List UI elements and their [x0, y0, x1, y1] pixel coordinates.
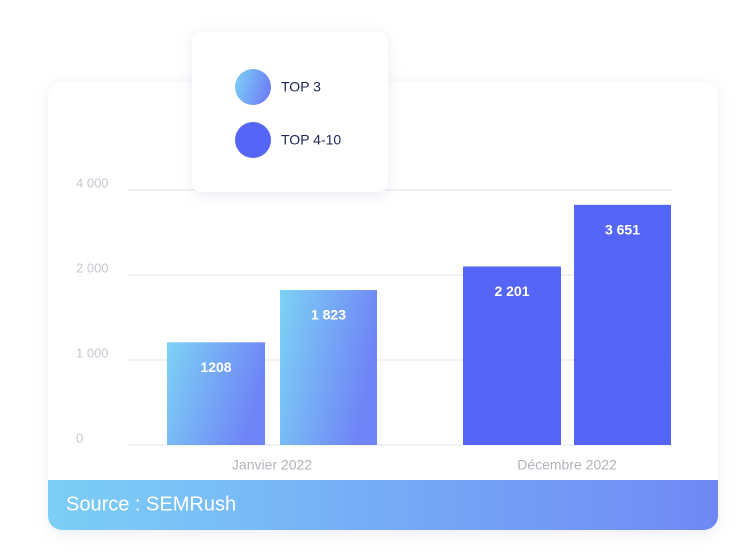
legend-swatch [235, 69, 271, 105]
bar [463, 266, 561, 445]
value-label: 1 823 [311, 307, 346, 323]
y-tick-label: 0 [76, 430, 83, 445]
source-bar [48, 480, 718, 530]
bar [280, 290, 377, 445]
value-label: 1208 [200, 359, 231, 375]
legend-label: TOP 4-10 [281, 132, 341, 148]
x-tick-label: Janvier 2022 [232, 457, 312, 473]
bar [167, 342, 265, 445]
bar [574, 204, 671, 445]
value-label: 2 201 [494, 283, 529, 299]
legend-label: TOP 3 [281, 79, 321, 95]
y-tick-label: 4 000 [76, 175, 109, 190]
source: Source : SEMRush [66, 493, 236, 515]
y-tick-label: 1 000 [76, 345, 109, 360]
y-tick-label: 2 000 [76, 260, 109, 275]
plot: 0 1 000 2 000 4 000 1208 1 823 2 201 3 651 Janvi… [76, 175, 672, 473]
legend-card [192, 32, 388, 192]
value-label: 3 651 [605, 222, 640, 238]
legend: TOP 3 TOP 4-10 [235, 69, 341, 158]
x-tick-label: Décembre 2022 [517, 457, 617, 473]
legend-swatch [235, 122, 271, 158]
